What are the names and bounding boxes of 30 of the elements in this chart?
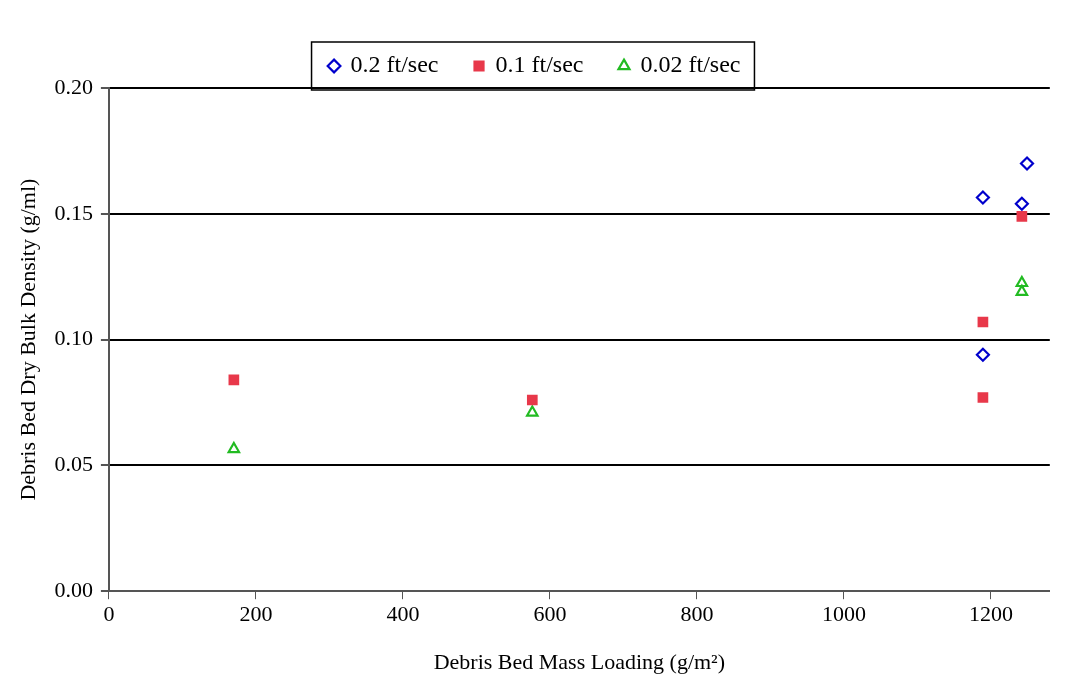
legend-label: 0.2 ft/sec	[350, 51, 439, 78]
x-tick-label: 400	[386, 601, 420, 627]
x-tick-label: 1000	[821, 601, 866, 627]
x-tick-label: 600	[533, 601, 567, 627]
point	[977, 316, 989, 328]
point	[1015, 284, 1029, 296]
point	[526, 405, 539, 417]
point	[526, 394, 538, 406]
y-tick-label: 0.15	[54, 199, 93, 225]
legend-label: 0.02 ft/sec	[640, 51, 741, 78]
x-tick-label: 800	[680, 601, 714, 627]
point	[1016, 210, 1028, 222]
legend-label: 0.1 ft/sec	[495, 51, 584, 78]
point	[1015, 275, 1029, 288]
point	[975, 190, 991, 205]
x-axis-title: Debris Bed Mass Loading (g/m²)	[433, 648, 726, 674]
point	[975, 347, 991, 362]
x-tick-label: 1200	[968, 601, 1013, 627]
y-tick-label: 0.00	[54, 576, 93, 602]
x-tick-label: 200	[239, 601, 273, 627]
y-tick-label: 0.20	[54, 73, 93, 99]
point	[1019, 156, 1035, 171]
x-tick-label: 0	[103, 601, 115, 627]
point	[227, 441, 241, 454]
y-tick-label: 0.10	[54, 325, 93, 351]
y-axis-title: Debris Bed Dry Bulk Density (g/ml)	[14, 178, 40, 501]
y-tick-label: 0.05	[54, 451, 93, 477]
point	[1014, 196, 1029, 211]
point	[977, 392, 989, 403]
point	[228, 374, 240, 386]
